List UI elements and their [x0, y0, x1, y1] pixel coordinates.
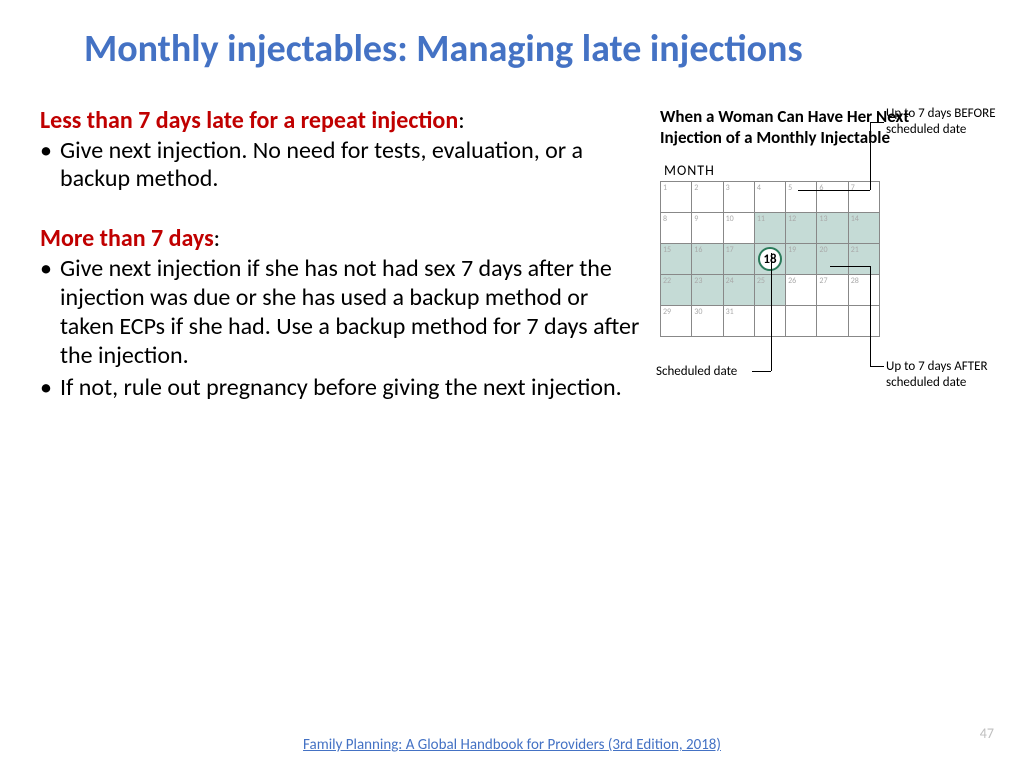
cal-cell: 24	[723, 275, 754, 306]
section1-heading: Less than 7 days late for a repeat injec…	[40, 106, 640, 135]
slide: Monthly injectables: Managing late injec…	[0, 0, 1024, 768]
colon: :	[458, 106, 464, 135]
annot-line	[870, 366, 884, 367]
cal-cell: 22	[661, 275, 692, 306]
table-row: 22 23 24 25 26 27 28	[661, 275, 880, 306]
section1-heading-text: Less than 7 days late for a repeat injec…	[40, 106, 458, 135]
section2-heading-text: More than 7 days	[40, 224, 214, 253]
cal-cell: 15	[661, 244, 692, 275]
cal-cell: 26	[786, 275, 817, 306]
diagram-column: When a Woman Can Have Her Next Injection…	[660, 106, 964, 434]
text-column: Less than 7 days late for a repeat injec…	[40, 106, 640, 434]
cal-cell: 28	[848, 275, 879, 306]
section2-heading: More than 7 days:	[40, 224, 640, 253]
cal-cell: 10	[723, 213, 754, 244]
annot-line	[771, 253, 772, 371]
cal-cell	[848, 306, 879, 337]
cal-cell: 29	[661, 306, 692, 337]
cal-cell: 20	[817, 244, 848, 275]
cal-cell: 31	[723, 306, 754, 337]
annot-line	[830, 266, 870, 267]
list-item: Give next injection if she has not had s…	[40, 255, 640, 370]
page-title: Monthly injectables: Managing late injec…	[84, 28, 804, 72]
annot-before: Up to 7 days BEFORE scheduled date	[886, 106, 996, 137]
table-row: 15 16 17 18 19 20 21	[661, 244, 880, 275]
calendar-grid: 1 2 3 4 5 6 7 8 9 10 11 12 13	[660, 181, 880, 337]
cal-cell: 12	[786, 213, 817, 244]
cal-cell: 14	[848, 213, 879, 244]
calendar-wrap: Up to 7 days BEFORE scheduled date MONTH…	[660, 162, 964, 337]
scheduled-day-circle: 18	[758, 247, 782, 271]
cal-cell: 19	[786, 244, 817, 275]
cal-cell	[754, 306, 785, 337]
table-row: 1 2 3 4 5 6 7	[661, 182, 880, 213]
annot-scheduled: Scheduled date	[656, 364, 737, 380]
cal-cell: 9	[692, 213, 723, 244]
annot-line	[752, 371, 771, 372]
cal-cell: 16	[692, 244, 723, 275]
cal-cell: 8	[661, 213, 692, 244]
cal-cell: 21	[848, 244, 879, 275]
cal-cell: 7	[848, 182, 879, 213]
cal-cell: 1	[661, 182, 692, 213]
list-item: Give next injection. No need for tests, …	[40, 137, 640, 195]
cal-cell: 13	[817, 213, 848, 244]
cal-cell: 2	[692, 182, 723, 213]
annot-line	[870, 266, 871, 366]
list-item: If not, rule out pregnancy before giving…	[40, 374, 640, 403]
cal-cell: 25	[754, 275, 785, 306]
table-row: 29 30 31	[661, 306, 880, 337]
cal-cell: 11	[754, 213, 785, 244]
month-label: MONTH	[664, 162, 964, 179]
annot-line	[870, 122, 884, 123]
cal-cell-scheduled: 18	[754, 244, 785, 275]
annot-after: Up to 7 days AFTER scheduled date	[886, 359, 996, 390]
cal-cell: 5	[786, 182, 817, 213]
cal-cell: 30	[692, 306, 723, 337]
footer-link[interactable]: Family Planning: A Global Handbook for P…	[303, 736, 721, 754]
cal-cell: 23	[692, 275, 723, 306]
cal-cell: 3	[723, 182, 754, 213]
cal-cell	[786, 306, 817, 337]
section1-bullets: Give next injection. No need for tests, …	[40, 137, 640, 195]
cal-cell: 17	[723, 244, 754, 275]
table-row: 8 9 10 11 12 13 14	[661, 213, 880, 244]
section2-bullets: Give next injection if she has not had s…	[40, 255, 640, 403]
page-number: 47	[980, 725, 994, 742]
cal-cell	[817, 306, 848, 337]
cal-cell: 27	[817, 275, 848, 306]
annot-line	[870, 122, 871, 190]
cal-cell: 6	[817, 182, 848, 213]
colon: :	[214, 224, 220, 253]
content-row: Less than 7 days late for a repeat injec…	[40, 106, 964, 434]
cal-cell: 4	[754, 182, 785, 213]
